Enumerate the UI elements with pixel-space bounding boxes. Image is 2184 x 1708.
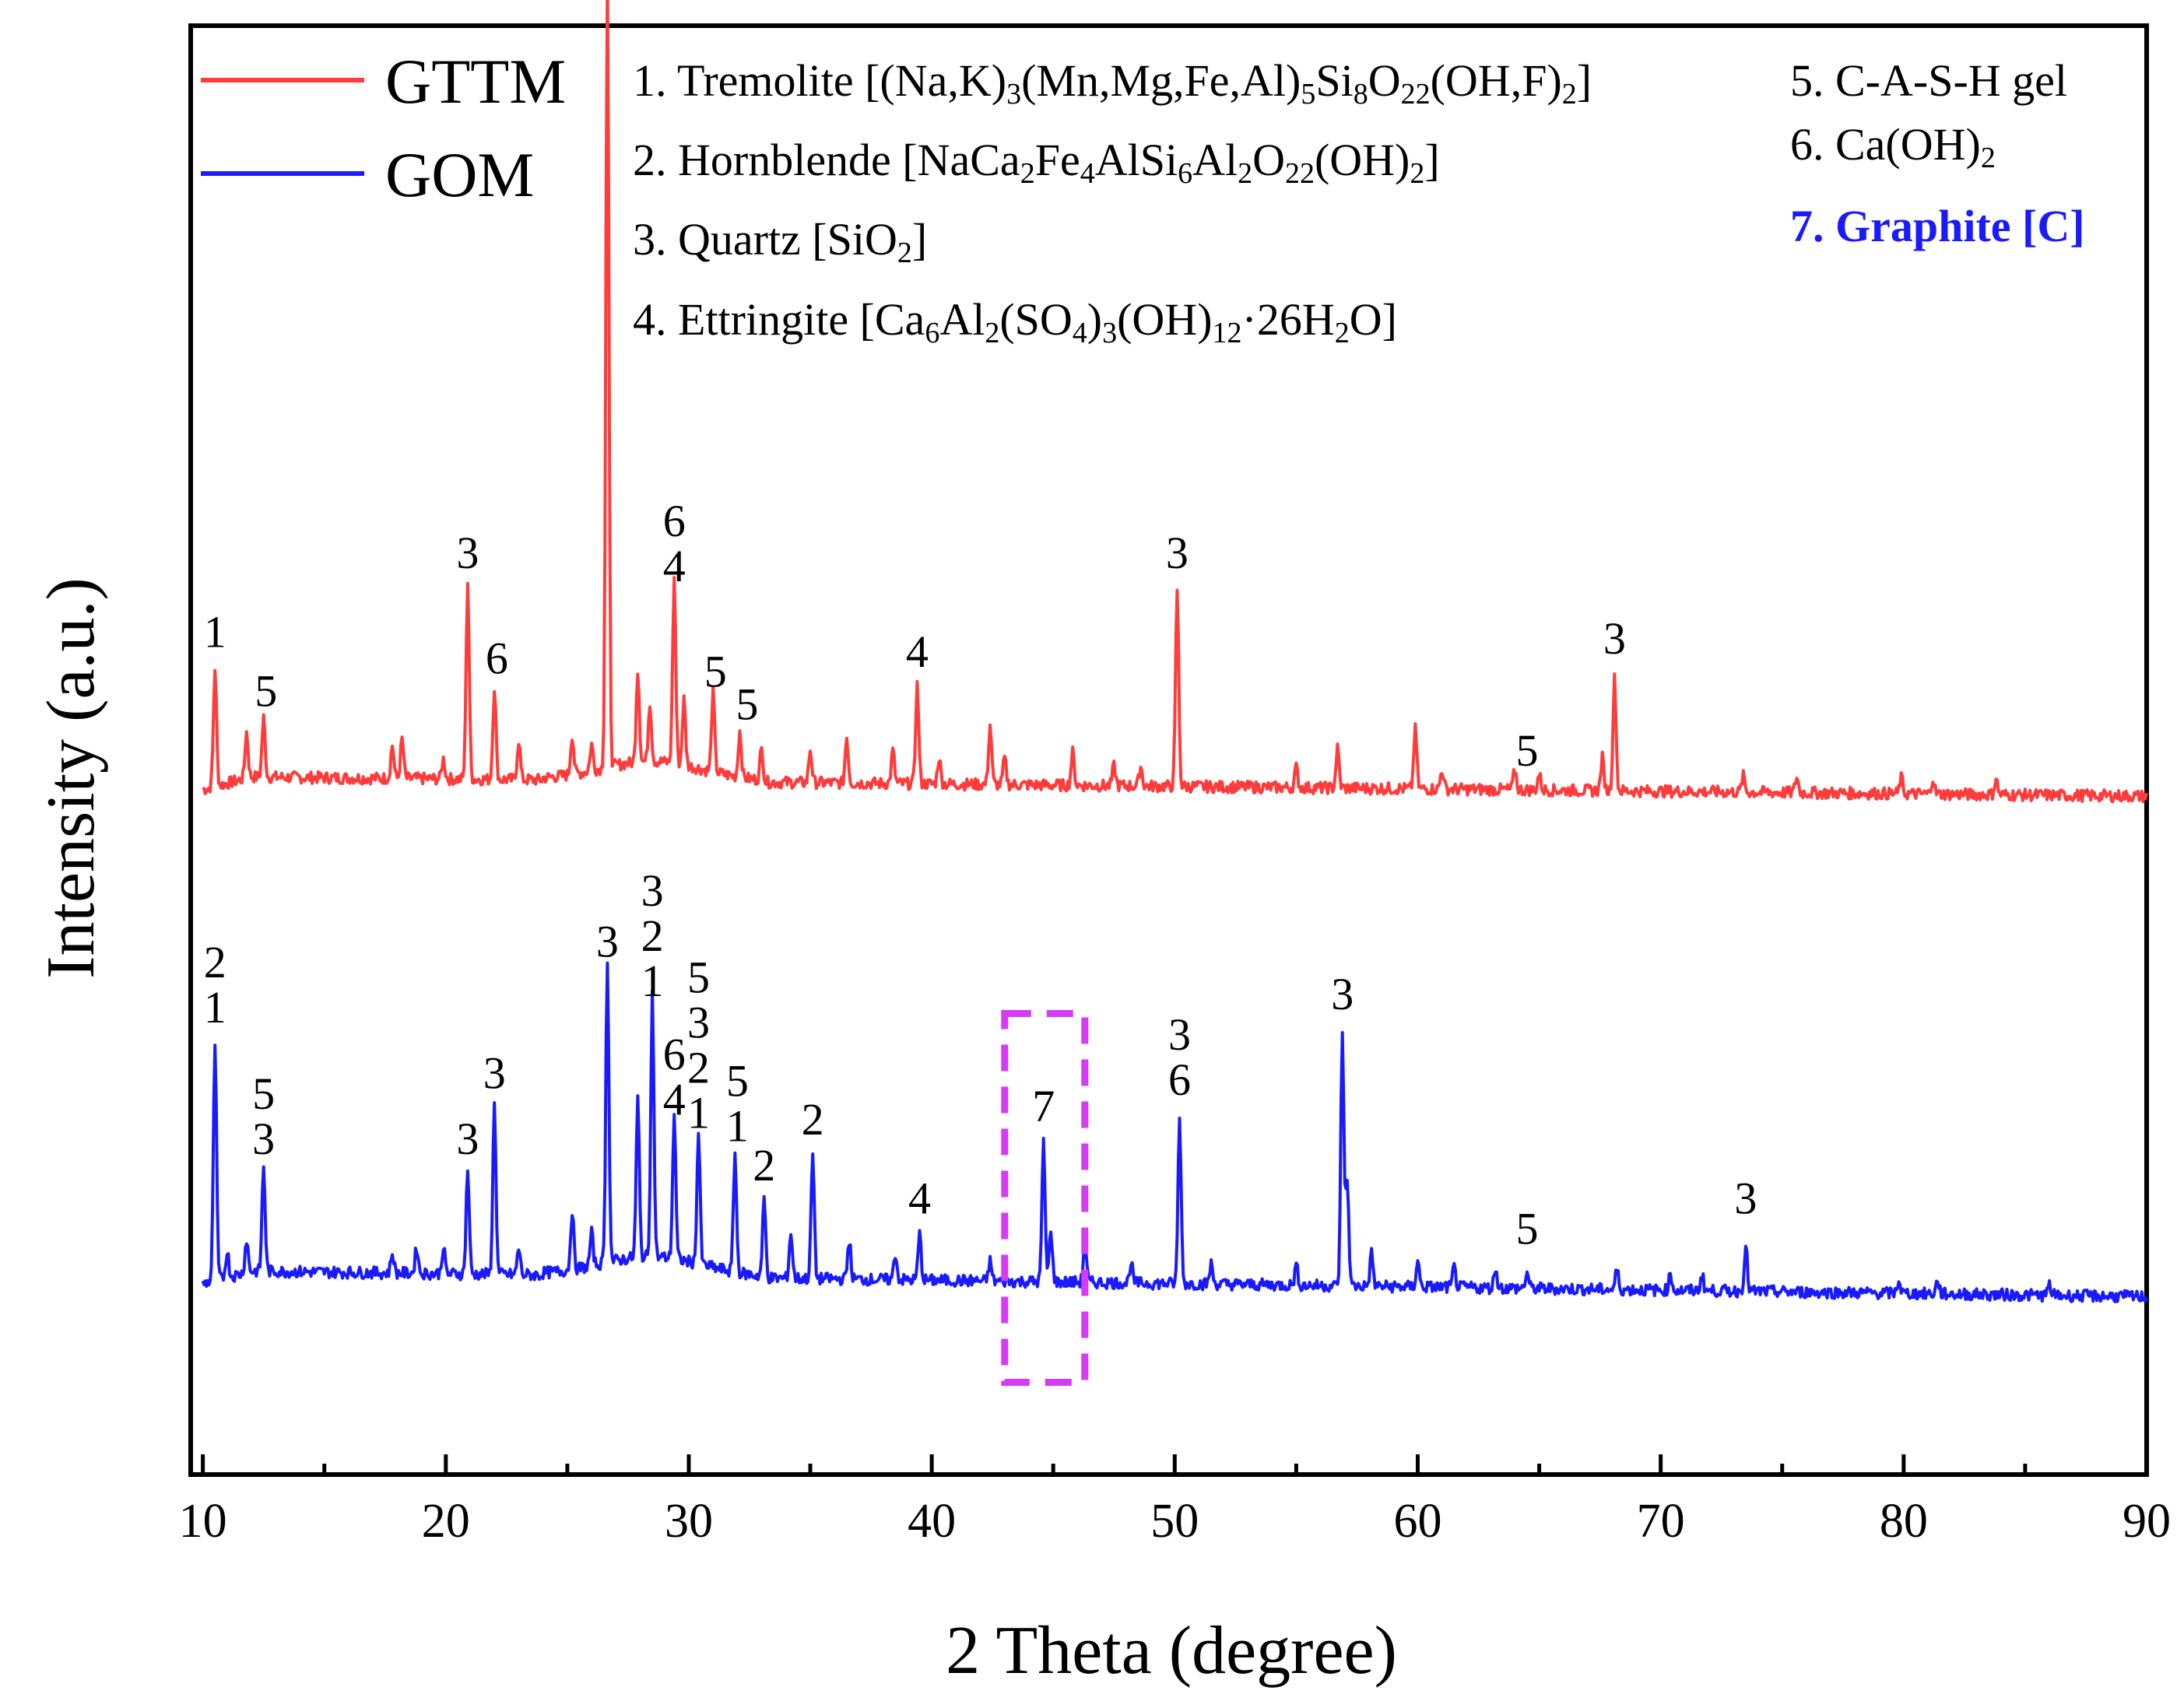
- peak-label: 5: [704, 646, 727, 696]
- peak-label: 1: [641, 956, 664, 1006]
- series-layer: [201, 0, 2148, 1387]
- peak-label: 5: [726, 1055, 749, 1106]
- peak-label: 6: [1168, 1054, 1191, 1105]
- x-tick-label: 40: [908, 1495, 956, 1548]
- x-tick-label: 80: [1880, 1495, 1928, 1548]
- peak-label: 3: [596, 916, 619, 966]
- peak-label: 3: [1166, 528, 1189, 578]
- peak-label: 3: [1331, 969, 1354, 1019]
- plot-frame: [188, 23, 2149, 1477]
- peak-label: 4: [663, 541, 686, 591]
- peak-label: 3: [483, 1048, 506, 1099]
- phase-legend-item: 1. Tremolite [(Na,K)3(Mn,Mg,Fe,Al)5Si8O2…: [633, 55, 1592, 110]
- peak-label: 4: [908, 1173, 931, 1223]
- x-tick-label: 30: [665, 1495, 713, 1548]
- x-tick-label: 10: [179, 1495, 227, 1548]
- peak-label: 6: [486, 633, 508, 683]
- peak-label: 4: [663, 1074, 686, 1124]
- highlight-box: [1001, 1010, 1089, 1387]
- peak-label: 2: [641, 910, 664, 961]
- peak-label: 3: [687, 997, 710, 1047]
- peak-label: 2: [802, 1094, 824, 1145]
- legend-label-gttm: GTTM: [385, 46, 566, 117]
- peak-label: 3: [641, 865, 664, 916]
- peak-label: 2: [687, 1042, 710, 1092]
- peak-label: 3: [456, 528, 479, 578]
- phase-legend-item: 6. Ca(OH)2: [1790, 119, 1996, 174]
- peak-label: 7: [1032, 1081, 1055, 1131]
- phase-legend-item: 3. Quartz [SiO2]: [633, 214, 927, 269]
- axes: 10 20 30 40 50 60 70 80 90: [179, 1454, 2171, 1548]
- legend: GTTM GOM 1. Tremolite [(Na,K)3(Mn,Mg,Fe,Al…: [201, 46, 2085, 349]
- legend-label-gom: GOM: [385, 139, 534, 210]
- peak-label: 3: [456, 1114, 479, 1164]
- peak-label: 2: [753, 1140, 775, 1191]
- x-tick-label: 70: [1637, 1495, 1685, 1548]
- peak-label: 1: [204, 607, 226, 658]
- x-tick-label: 60: [1393, 1495, 1441, 1548]
- peak-label: 5: [1515, 725, 1538, 776]
- peak-label: 6: [663, 1029, 686, 1079]
- phase-legend-item: 2. Hornblende [NaCa2Fe4AlSi6Al2O22(OH)2]: [633, 135, 1440, 190]
- peak-label: 5: [687, 952, 710, 1002]
- peak-label: 3: [1734, 1173, 1757, 1223]
- peak-label: 5: [1515, 1203, 1538, 1254]
- peak-label: 2: [204, 937, 226, 987]
- peak-label: 1: [204, 982, 226, 1033]
- x-tick-label: 90: [2123, 1495, 2171, 1548]
- peak-label: 5: [255, 666, 277, 717]
- x-axis-title: 2 Theta (degree): [946, 1613, 1397, 1689]
- peak-label: 3: [252, 1114, 275, 1164]
- peak-label: 5: [736, 679, 758, 730]
- x-tick-label: 50: [1150, 1495, 1199, 1548]
- x-tick-label: 20: [422, 1495, 470, 1548]
- series-line-gttm: [202, 0, 2148, 804]
- phase-legend-item: 4. Ettringite [Ca6Al2(SO4)3(OH)12·26H2O]: [633, 294, 1397, 349]
- peak-label: 4: [906, 626, 929, 677]
- peak-label: 3: [1603, 613, 1626, 664]
- series-line-gom: [201, 961, 2148, 1303]
- peak-label: 3: [1168, 1009, 1191, 1060]
- peak-labels: 1536346554353123533312346123515224763353: [204, 496, 1757, 1254]
- peak-label: 1: [726, 1100, 749, 1151]
- phase-legend-item: 7. Graphite [C]: [1790, 201, 2085, 251]
- peak-label: 5: [252, 1068, 275, 1119]
- y-axis-title: Intensity (a.u.): [33, 577, 109, 979]
- peak-label: 1: [687, 1087, 710, 1138]
- peak-label: 6: [663, 496, 686, 546]
- phase-legend-item: 5. C-A-S-H gel: [1790, 55, 2067, 106]
